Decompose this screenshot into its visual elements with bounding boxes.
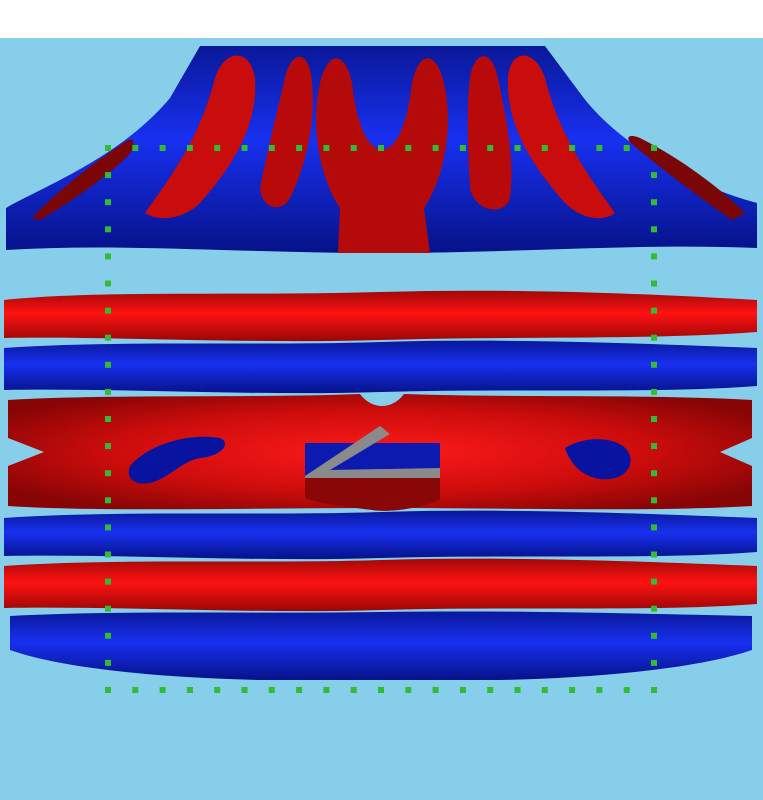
boundary-dot-left — [105, 551, 111, 558]
boundary-dot-left — [105, 361, 111, 368]
boundary-dot-left — [105, 605, 111, 612]
boundary-dot-left — [105, 524, 111, 531]
boundary-dot-right — [651, 632, 657, 639]
boundary-dot-right — [651, 253, 657, 260]
boundary-dot-left — [105, 172, 111, 179]
middle-left-blue-hole — [128, 436, 226, 484]
middle-right-blue-hole — [565, 439, 631, 480]
boundary-dot-top — [241, 145, 248, 151]
blue-band-bottom — [10, 611, 752, 680]
boundary-dot-bottom — [241, 687, 248, 693]
right-dark-red-streak — [628, 135, 745, 220]
boundary-dot-left — [105, 443, 111, 450]
blue-band-1 — [4, 340, 757, 394]
boundary-dot-top — [378, 145, 384, 151]
boundary-dot-bottom — [214, 687, 221, 693]
boundary-dot-bottom — [596, 687, 603, 693]
boundary-dot-bottom — [569, 687, 576, 693]
boundary-dot-top — [541, 145, 548, 151]
boundary-dot-top — [268, 145, 275, 151]
boundary-dot-right — [651, 388, 657, 395]
boundary-dot-bottom — [651, 687, 657, 693]
boundary-dot-right — [651, 524, 657, 531]
boundary-dot-top — [405, 145, 412, 151]
boundary-dot-top — [159, 145, 166, 151]
boundary-dot-bottom — [432, 687, 439, 693]
boundary-dot-right — [651, 578, 657, 585]
central-gray-object — [305, 426, 440, 478]
boundary-dot-top — [569, 145, 576, 151]
boundary-dot-top — [214, 145, 221, 151]
top-red-finger-4 — [507, 55, 615, 219]
boundary-dot-left — [105, 280, 111, 287]
boundary-dot-bottom — [378, 687, 384, 693]
boundary-dot-left — [105, 226, 111, 233]
boundary-dot-right — [651, 551, 657, 558]
boundary-dot-top — [459, 145, 466, 151]
boundary-dot-top — [132, 145, 139, 151]
boundary-dot-right — [651, 199, 657, 206]
boundary-dot-left — [105, 470, 111, 477]
boundary-dot-left — [105, 334, 111, 341]
boundary-dot-bottom — [459, 687, 466, 693]
boundary-dot-right — [651, 470, 657, 477]
boundary-dot-right — [651, 605, 657, 612]
boundary-dot-right — [651, 659, 657, 666]
boundary-dot-top — [596, 145, 603, 151]
boundary-dot-bottom — [132, 687, 139, 693]
boundary-dot-left — [105, 416, 111, 422]
boundary-dot-bottom — [623, 687, 630, 693]
boundary-dotted-box — [105, 145, 657, 693]
blue-band-2 — [4, 510, 757, 560]
render-viewport[interactable] — [0, 38, 763, 800]
boundary-dot-top — [487, 145, 494, 151]
boundary-dot-top — [350, 145, 357, 151]
boundary-dot-left — [105, 578, 111, 585]
boundary-dot-right — [651, 443, 657, 450]
boundary-dot-left — [105, 632, 111, 639]
boundary-dot-bottom — [514, 687, 521, 693]
central-dark-red-block — [305, 478, 440, 511]
boundary-dot-bottom — [541, 687, 548, 693]
boundary-dot-left — [105, 199, 111, 206]
boundary-dot-top — [432, 145, 439, 151]
boundary-dot-top — [296, 145, 303, 151]
boundary-dot-right — [651, 226, 657, 233]
left-dark-red-streak — [32, 139, 134, 220]
red-band-1 — [4, 290, 757, 342]
boundary-dot-top — [514, 145, 521, 151]
boundary-dot-bottom — [159, 687, 166, 693]
boundary-dot-left — [105, 497, 111, 504]
boundary-dot-top — [323, 145, 330, 151]
boundary-dot-top — [651, 145, 657, 151]
top-red-finger-1 — [145, 55, 256, 219]
boundary-dot-top — [186, 145, 193, 151]
boundary-dot-right — [651, 334, 657, 341]
boundary-dot-bottom — [405, 687, 412, 693]
boundary-dot-bottom — [487, 687, 494, 693]
boundary-dot-left — [105, 253, 111, 260]
boundary-dot-bottom — [186, 687, 193, 693]
top-red-finger-center — [316, 58, 448, 253]
boundary-dot-left — [105, 659, 111, 666]
boundary-dot-top — [105, 145, 111, 151]
boundary-dot-bottom — [296, 687, 303, 693]
boundary-dot-right — [651, 497, 657, 504]
field-plot — [0, 38, 763, 800]
boundary-dot-right — [651, 416, 657, 422]
boundary-dot-bottom — [323, 687, 330, 693]
top-red-finger-2 — [260, 56, 313, 208]
top-red-finger-3 — [467, 56, 512, 210]
boundary-dot-right — [651, 361, 657, 368]
boundary-dot-right — [651, 280, 657, 287]
red-band-2 — [4, 558, 757, 612]
boundary-dot-top — [623, 145, 630, 151]
boundary-dot-left — [105, 307, 111, 314]
boundary-dot-bottom — [268, 687, 275, 693]
boundary-dot-right — [651, 172, 657, 179]
boundary-dot-bottom — [105, 687, 111, 693]
boundary-dot-bottom — [350, 687, 357, 693]
boundary-dot-right — [651, 307, 657, 314]
boundary-dot-left — [105, 388, 111, 395]
